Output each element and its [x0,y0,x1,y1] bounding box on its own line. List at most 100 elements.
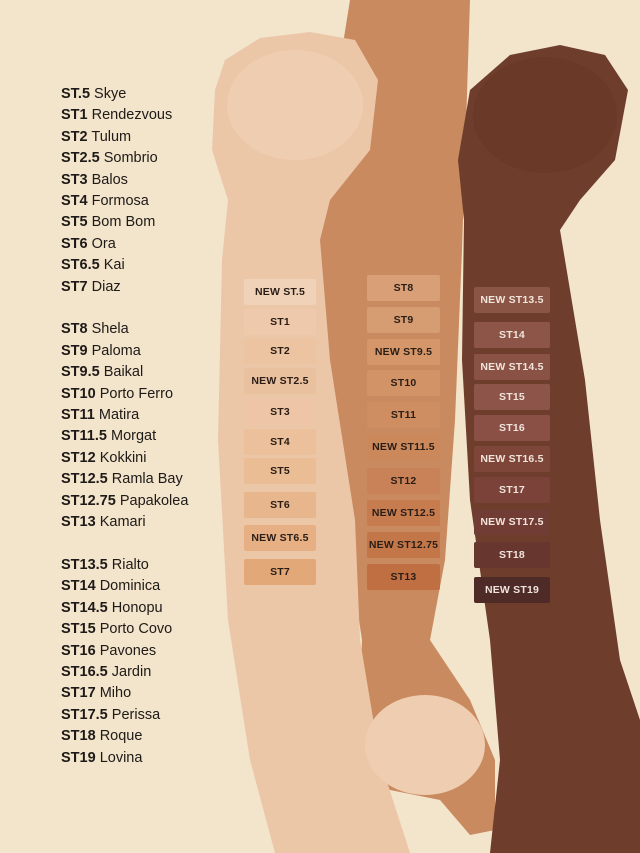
shade-swatch: ST17 [474,477,550,503]
shade-name: Paloma [91,342,141,359]
shade-code: ST5 [61,214,88,231]
shade-code: ST12.75 [61,492,116,509]
shade-swatch: ST3 [244,399,316,425]
shade-code: ST12 [61,449,96,466]
shade-name-item: ST2.5 Sombrio [61,148,188,169]
shade-name: Ramla Bay [111,471,183,488]
shade-name-item: ST16.5 Jardin [61,662,188,683]
shade-swatch: ST1 [244,309,316,335]
shade-code: ST.5 [61,86,91,102]
shade-code: ST19 [61,749,96,766]
shade-name: Papakolea [119,492,189,509]
shade-swatch: ST12 [367,468,440,494]
shade-name: Ora [91,235,116,252]
shade-name-item: ST13 Kamari [61,512,188,533]
shade-name: Rendezvous [91,107,173,124]
shade-name-item: ST.5 Skye [61,84,188,105]
shade-code: ST18 [61,728,96,745]
shade-name: Rialto [111,556,149,573]
shade-swatch: ST11 [367,402,440,428]
shade-swatch: ST7 [244,559,316,585]
shade-swatch: ST13 [367,564,440,590]
shade-name-item: ST1 Rendezvous [61,105,188,126]
shade-code: ST9.5 [61,364,100,381]
shade-code: ST2.5 [61,150,100,167]
shade-group: ST13.5 Rialto ST14 Dominica ST14.5 Honopu S… [61,555,188,769]
shade-name-item: ST11.5 Morgat [61,426,188,447]
shade-name-item: ST8 Shela [61,319,188,340]
shade-code: ST14 [61,578,96,595]
shade-name: Kamari [99,514,146,531]
shade-swatch: NEW ST2.5 [244,368,316,394]
shade-name-item: ST12 Kokkini [61,448,188,469]
shade-group: ST8 Shela ST9 Paloma ST9.5 Baikal ST10 Port… [61,319,188,533]
shade-code: ST2 [61,128,88,145]
shade-name: Diaz [91,278,121,295]
shade-code: ST7 [61,278,88,295]
shade-name: Matira [98,407,140,424]
shade-code: ST8 [61,321,88,338]
shade-code: ST9 [61,342,88,359]
shade-name-item: ST14.5 Honopu [61,598,188,619]
shade-swatch: NEW ST.5 [244,279,316,305]
shade-name-item: ST6.5 Kai [61,255,188,276]
shade-swatch: ST6 [244,492,316,518]
hand-light-lower [365,695,485,795]
shade-name: Perissa [111,706,161,723]
shade-code: ST13 [61,514,96,531]
shade-swatch: NEW ST14.5 [474,354,550,380]
shade-name: Miho [99,685,132,702]
shade-swatch: NEW ST19 [474,577,550,603]
shade-swatch: NEW ST12.75 [367,532,440,558]
shade-name: Kai [103,257,125,274]
shade-swatch: NEW ST17.5 [474,509,550,535]
shade-name: Skye [94,86,127,102]
shade-code: ST10 [61,385,96,402]
shade-code: ST6 [61,235,88,252]
shade-name: Porto Ferro [99,385,174,402]
shade-name: Jardin [111,663,152,680]
shade-name-item: ST18 Roque [61,726,188,747]
shade-name-item: ST9.5 Baikal [61,362,188,383]
shade-name-item: ST10 Porto Ferro [61,384,188,405]
shade-swatch: NEW ST11.5 [367,434,440,460]
shade-name-item: ST7 Diaz [61,277,188,298]
shade-code: ST11.5 [61,428,107,445]
shade-name-list: ST.5 Skye ST1 Rendezvous ST2 Tulum ST2.5 So… [61,84,188,790]
shade-name-item: ST9 Paloma [61,341,188,362]
shade-swatch: ST14 [474,322,550,348]
shade-name-item: ST2 Tulum [61,127,188,148]
shade-swatch: ST16 [474,415,550,441]
shade-name-item: ST6 Ora [61,234,188,255]
shade-name: Formosa [91,193,149,210]
shade-swatch: NEW ST13.5 [474,287,550,313]
shade-group: ST.5 Skye ST1 Rendezvous ST2 Tulum ST2.5 So… [61,84,188,298]
shade-swatch: ST5 [244,458,316,484]
shade-swatch: ST18 [474,542,550,568]
shade-name: Porto Covo [99,621,173,638]
shade-swatch: NEW ST6.5 [244,525,316,551]
shade-name: Honopu [111,599,163,616]
shade-code: ST11 [61,407,95,424]
shade-name: Tulum [91,128,132,145]
shade-name-item: ST4 Formosa [61,191,188,212]
shade-name: Roque [99,728,143,745]
shade-code: ST16.5 [61,663,108,680]
shade-name-item: ST13.5 Rialto [61,555,188,576]
shade-code: ST17.5 [61,706,108,723]
shade-code: ST6.5 [61,257,100,274]
shade-name: Balos [91,171,128,188]
shade-code: ST14.5 [61,599,108,616]
shade-swatch: ST15 [474,384,550,410]
shade-swatch: NEW ST12.5 [367,500,440,526]
shade-name-item: ST17 Miho [61,683,188,704]
shade-code: ST15 [61,621,96,638]
shade-code: ST4 [61,193,88,210]
shade-name-item: ST17.5 Perissa [61,705,188,726]
shade-name-item: ST16 Pavones [61,641,188,662]
shade-swatch: ST4 [244,429,316,455]
shade-swatch: ST10 [367,370,440,396]
shade-name-item: ST14 Dominica [61,576,188,597]
shade-swatch: NEW ST16.5 [474,446,550,472]
